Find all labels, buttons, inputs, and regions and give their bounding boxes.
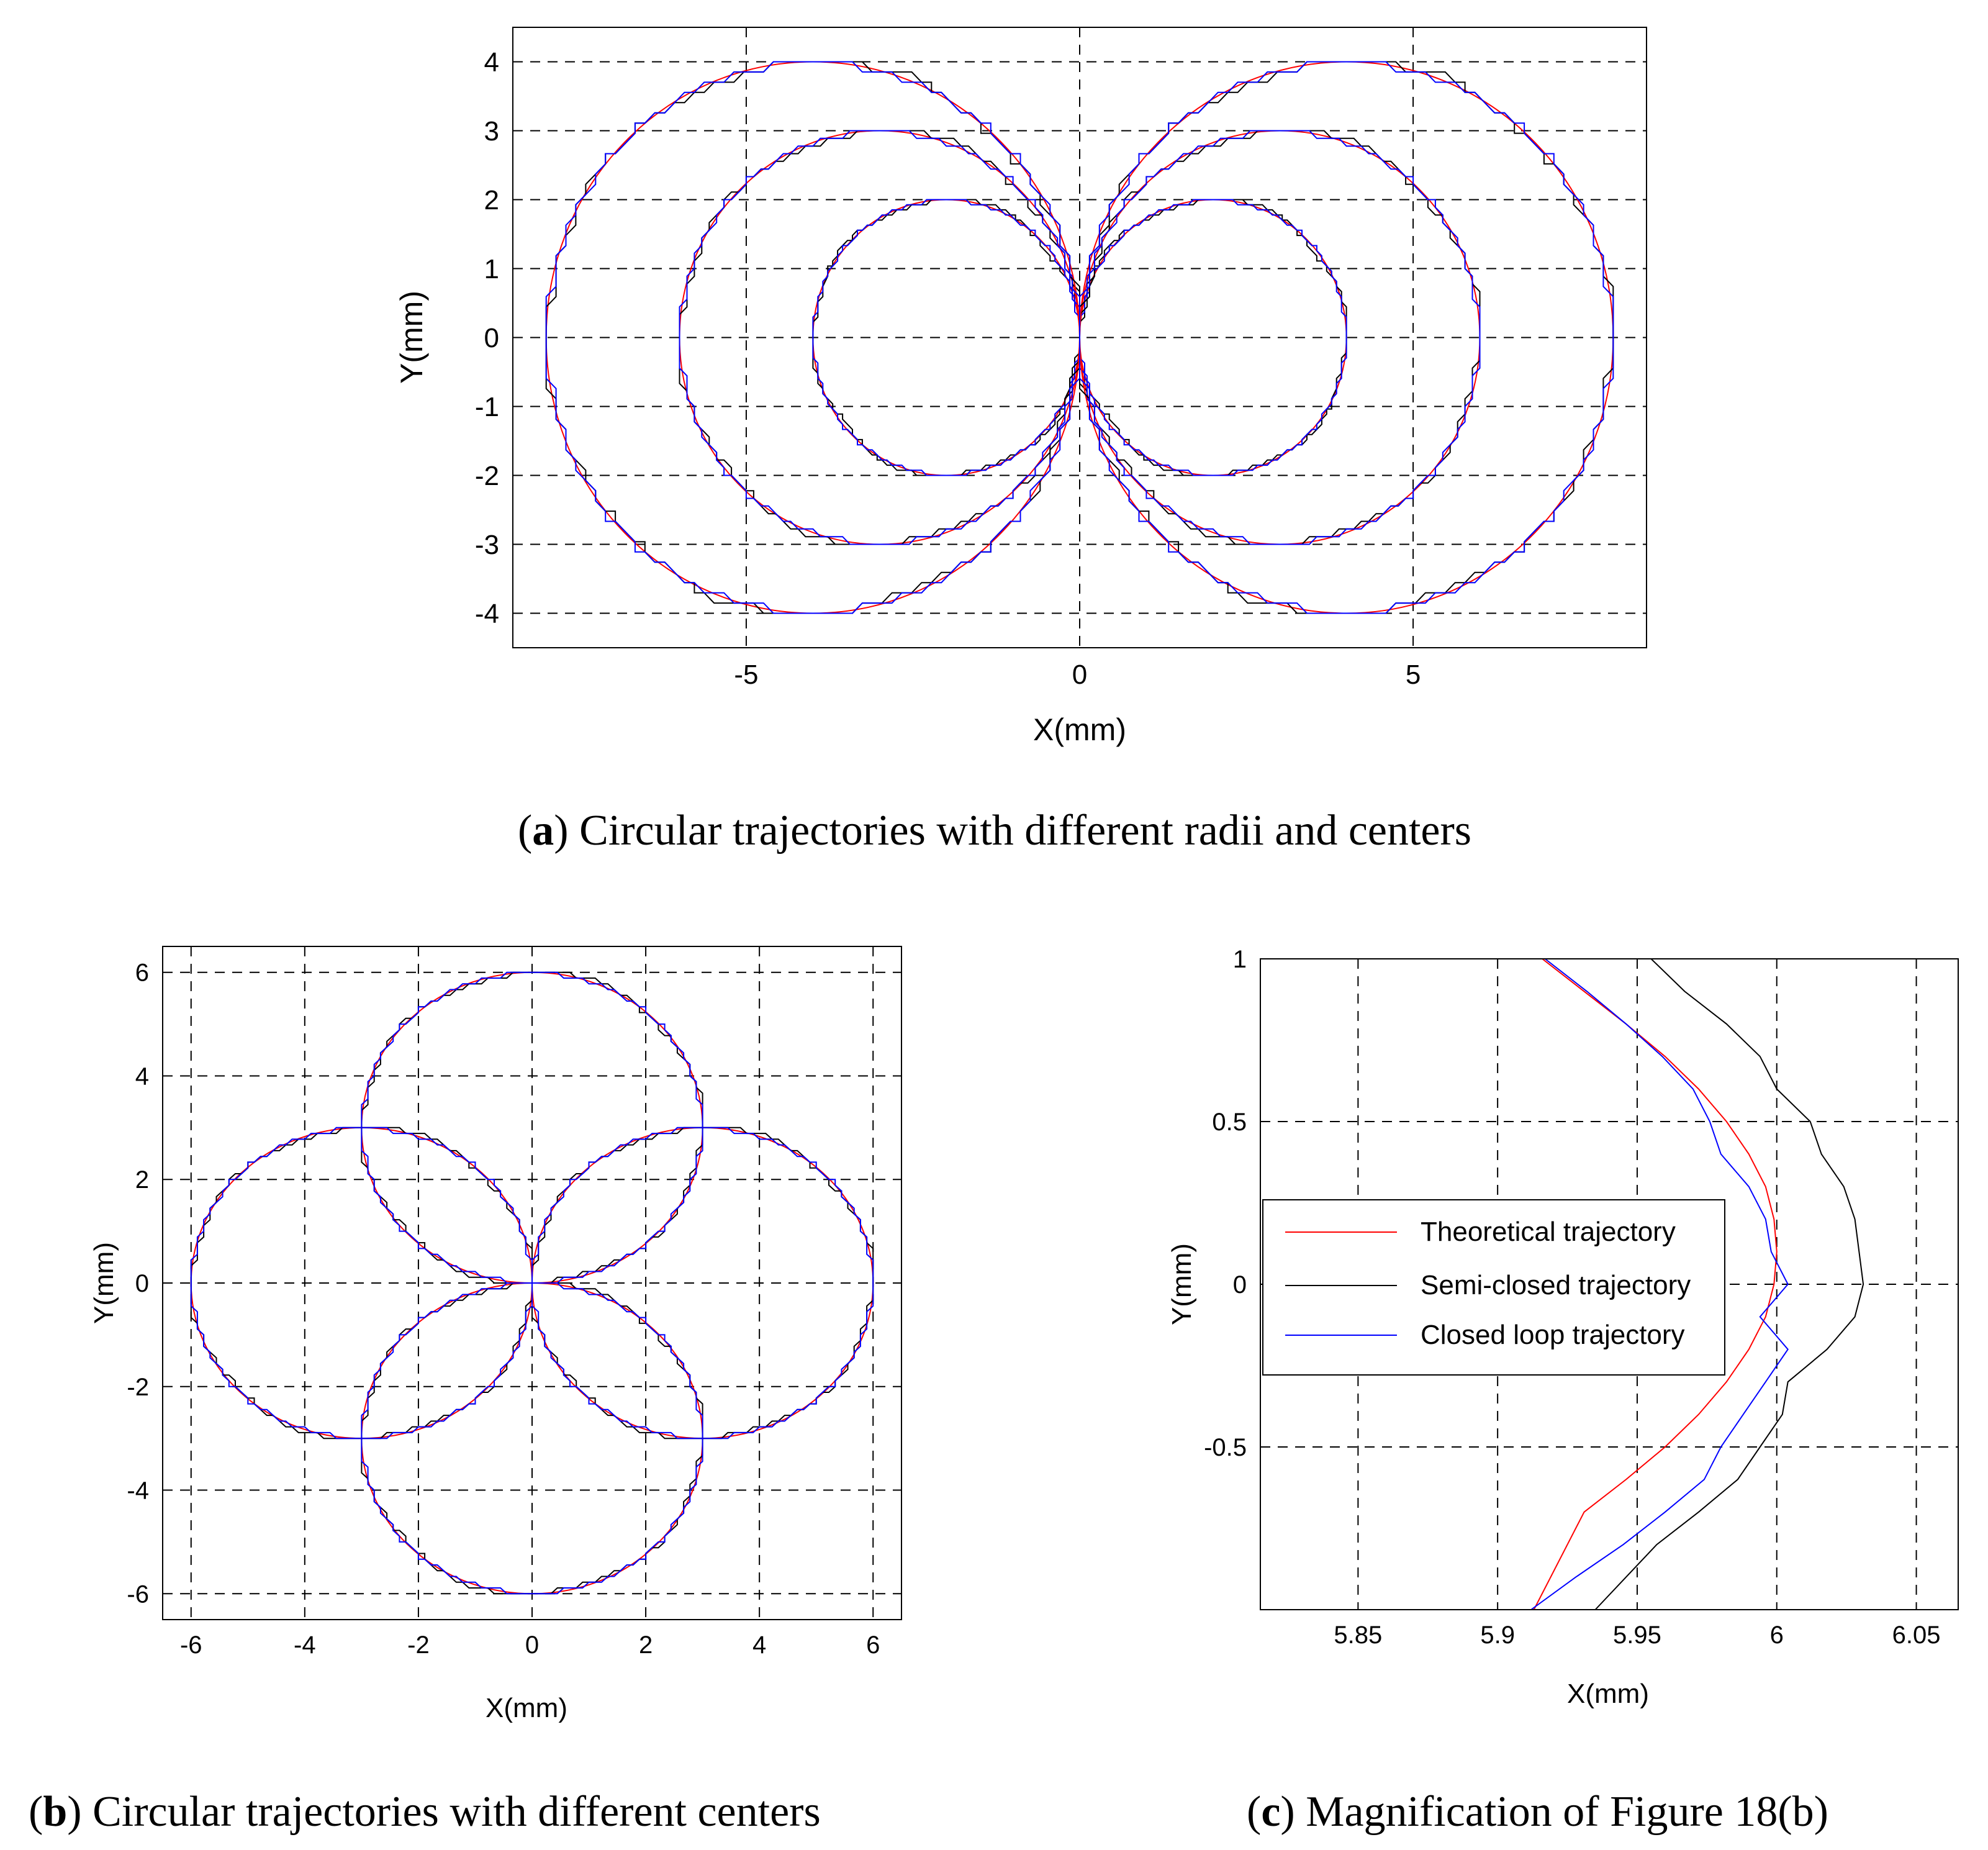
closed-loop-trajectory-circle bbox=[1079, 61, 1614, 614]
x-tick-label: 6.05 bbox=[1892, 1621, 1941, 1649]
panel-b-caption-text: Circular trajectories with different cen… bbox=[93, 1788, 821, 1836]
closed-loop-trajectory-line bbox=[1530, 958, 1789, 1610]
panel-a-caption-text: Circular trajectories with different rad… bbox=[579, 807, 1471, 855]
y-tick-label: 0 bbox=[1233, 1271, 1247, 1299]
panel-c-plot-frame bbox=[1260, 958, 1959, 1610]
legend-label-theoretical: Theoretical trajectory bbox=[1421, 1217, 1676, 1247]
panel-c-legend: Theoretical trajectory Semi-closed traje… bbox=[1262, 1199, 1725, 1376]
y-tick-label: 0 bbox=[484, 323, 499, 353]
panel-b-x-ticks: -6 -4 -2 0 2 4 6 bbox=[180, 1631, 880, 1659]
panel-b-caption: (b) Circular trajectories with different… bbox=[29, 1788, 821, 1836]
y-tick-label: -2 bbox=[127, 1374, 149, 1401]
y-tick-label: -1 bbox=[475, 392, 499, 422]
y-tick-label: 4 bbox=[135, 1063, 149, 1090]
panel-b-y-axis-label: Y(mm) bbox=[89, 1242, 119, 1324]
trajectory-circle bbox=[812, 199, 1081, 476]
panel-a-trajectories bbox=[545, 61, 1614, 614]
closed-loop-trajectory-circle bbox=[190, 1127, 533, 1440]
panel-c-letter: c bbox=[1261, 1788, 1280, 1836]
panel-b-y-ticks: -6 -4 -2 0 2 4 6 bbox=[127, 959, 149, 1608]
x-tick-label: -5 bbox=[734, 660, 758, 690]
closed-loop-trajectory-circle bbox=[812, 199, 1080, 476]
x-tick-label: 5.9 bbox=[1480, 1621, 1515, 1649]
x-tick-label: -2 bbox=[407, 1631, 430, 1659]
y-tick-label: -4 bbox=[475, 599, 499, 629]
y-tick-label: 1 bbox=[484, 254, 499, 284]
y-tick-label: -0.5 bbox=[1204, 1434, 1247, 1461]
x-tick-label: 5.95 bbox=[1613, 1621, 1661, 1649]
legend-label-closed-loop: Closed loop trajectory bbox=[1421, 1320, 1685, 1350]
panel-b: -6 -4 -2 0 2 4 6 -6 -4 -2 0 2 4 6 X(mm) Y(mm) (b) Ci… bbox=[29, 946, 902, 1836]
panel-a-plot-frame bbox=[512, 27, 1647, 648]
panel-b-letter: b bbox=[43, 1788, 67, 1836]
panel-a-x-ticks: -5 0 5 bbox=[734, 660, 1421, 690]
panel-a-caption: (a) Circular trajectories with different… bbox=[518, 807, 1471, 855]
panel-a-grid bbox=[513, 27, 1647, 648]
y-tick-label: -6 bbox=[127, 1580, 149, 1608]
panel-c-trajectories bbox=[1530, 958, 1864, 1610]
panel-a-y-axis-label: Y(mm) bbox=[394, 291, 429, 384]
x-tick-label: -6 bbox=[180, 1631, 202, 1659]
y-tick-label: -2 bbox=[475, 461, 499, 491]
y-tick-label: 4 bbox=[484, 47, 499, 78]
panel-b-plot-frame bbox=[162, 946, 902, 1620]
x-tick-label: 0 bbox=[525, 1631, 539, 1659]
y-tick-label: 2 bbox=[484, 185, 499, 215]
panel-c-x-ticks: 5.85 5.9 5.95 6 6.05 bbox=[1334, 1621, 1940, 1649]
y-tick-label: 6 bbox=[135, 959, 149, 987]
theoretical-trajectory-line bbox=[1533, 958, 1778, 1610]
x-tick-label: 6 bbox=[1770, 1621, 1784, 1649]
panel-c-caption: (c) Magnification of Figure 18(b) bbox=[1247, 1788, 1828, 1836]
y-tick-label: 2 bbox=[135, 1166, 149, 1194]
y-tick-label: 1 bbox=[1233, 946, 1247, 973]
semi-closed-trajectory-line bbox=[1594, 958, 1864, 1610]
panel-b-x-axis-label: X(mm) bbox=[486, 1693, 567, 1723]
x-tick-label: 5.85 bbox=[1334, 1621, 1382, 1649]
trajectory-circle bbox=[531, 1127, 874, 1440]
panel-c-caption-text: Magnification of Figure 18(b) bbox=[1306, 1788, 1828, 1836]
panel-a-x-axis-label: X(mm) bbox=[1033, 712, 1126, 747]
x-tick-label: -4 bbox=[294, 1631, 316, 1659]
panel-c-y-axis-label: Y(mm) bbox=[1167, 1243, 1197, 1325]
panel-a-letter: a bbox=[532, 807, 554, 855]
x-tick-label: 5 bbox=[1406, 660, 1421, 690]
closed-loop-trajectory-circle bbox=[679, 130, 1080, 545]
y-tick-label: 3 bbox=[484, 116, 499, 147]
closed-loop-trajectory-circle bbox=[531, 1127, 874, 1440]
x-tick-label: 6 bbox=[866, 1631, 880, 1659]
panel-a-y-ticks: -4 -3 -2 -1 0 1 2 3 4 bbox=[475, 47, 499, 629]
panel-c-x-axis-label: X(mm) bbox=[1567, 1679, 1649, 1709]
panel-a: -5 0 5 -4 -3 -2 -1 0 1 2 3 4 X(mm) Y(mm) (a) Circu… bbox=[394, 27, 1647, 855]
closed-loop-trajectory-circle bbox=[545, 61, 1080, 614]
x-tick-label: 2 bbox=[639, 1631, 653, 1659]
x-tick-label: 4 bbox=[752, 1631, 766, 1659]
trajectory-circle bbox=[1078, 61, 1614, 614]
y-tick-label: 0 bbox=[135, 1270, 149, 1297]
y-tick-label: -3 bbox=[475, 530, 499, 560]
y-tick-label: -4 bbox=[127, 1477, 149, 1505]
x-tick-label: 0 bbox=[1072, 660, 1087, 690]
panel-c-y-ticks: 1 0.5 0 -0.5 bbox=[1204, 946, 1247, 1461]
panel-b-trajectories bbox=[190, 971, 874, 1595]
legend-box bbox=[1262, 1199, 1725, 1376]
y-tick-label: 0.5 bbox=[1212, 1109, 1247, 1136]
legend-label-semi-closed: Semi-closed trajectory bbox=[1421, 1270, 1691, 1300]
panel-c: 5.85 5.9 5.95 6 6.05 1 0.5 0 -0.5 Theoretical t… bbox=[1167, 946, 1959, 1836]
